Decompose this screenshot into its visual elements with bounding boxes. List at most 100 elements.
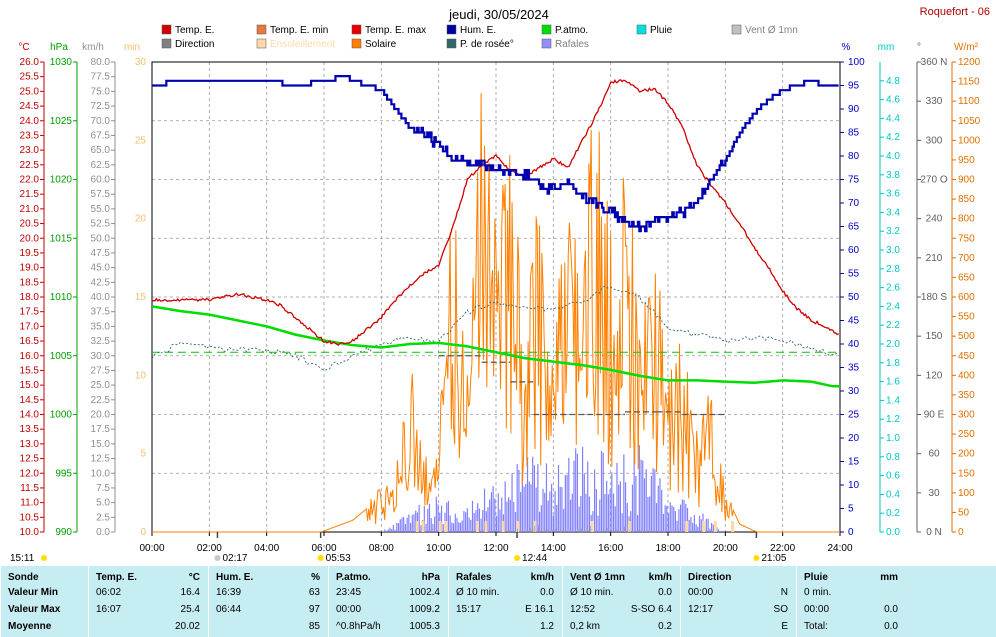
solar-tick-label: 1000 [958,135,981,146]
temp-tick-label: 22.0 [20,175,40,186]
legend-label: Rafales [555,39,589,50]
sunshine-bar [415,521,419,532]
sunshine-bar [627,521,631,532]
temp-tick-label: 16.5 [20,336,40,347]
solar-tick-label: 1050 [958,116,981,127]
solar-tick-label: 100 [958,488,975,499]
legend-label: Ensoleillement [270,39,335,50]
rain-tick-label: 3.2 [886,226,900,237]
summary-cell: 12:52 [570,604,596,615]
press-tick-label: 1020 [50,175,73,186]
summary-column: P.atmo. hPa 23:45 1002.4 00:00 1009.2 ^0.8hPa/… [328,566,448,637]
x-tick-label: 24:00 [827,543,852,554]
hum-tick-label: 35 [848,363,860,374]
wind-tick-label: 65.0 [91,145,111,156]
solar-tick-label: 900 [958,175,975,186]
summary-cell: 85 [308,621,320,632]
press-tick-label: 1010 [50,292,73,303]
sun-tick-label: 30 [135,57,147,68]
temp-tick-label: 24.5 [20,101,40,112]
temp-tick-label: 24.0 [20,116,40,127]
wind-tick-label: 55.0 [91,204,111,215]
rain-tick-label: 0.0 [886,527,900,538]
event-time-sunrise: 05:53 [326,553,351,564]
summary-cell: 0.0 [884,604,898,615]
temp-tick-label: 20.5 [20,219,40,230]
event-time-sunset: 21:05 [761,553,786,564]
press-tick-label: 1030 [50,57,73,68]
dir-tick-label: 120 [926,370,943,381]
rain-tick-label: 1.6 [886,377,900,388]
x-tick-label: 14:00 [541,543,566,554]
temp-unit: °C [18,42,29,53]
hum-tick-label: 40 [848,339,860,350]
sunshine-bar [501,521,505,532]
dir-tick-label: 150 [926,331,943,342]
dir-tick-label: 60 [928,449,940,460]
sunshine-bar [713,521,717,532]
solar-tick-label: 250 [958,429,975,440]
rain-tick-label: 2.8 [886,264,900,275]
press-tick-label: 995 [55,468,72,479]
start-time: 15:11 [10,553,35,564]
summary-cell: Ø 10 min. [456,587,500,598]
chart-title: jeudi, 30/05/2024 [448,7,549,22]
summary-column: Temp. E. °C 06:02 16.4 16:07 25.4 20.02 [88,566,208,637]
summary-cell: 06:44 [216,604,242,615]
event-time-moonrise: 02:17 [222,553,247,564]
summary-column: Vent Ø 1mn km/h Ø 10 min. 0.0 12:52 S-SO 6.4 0… [562,566,680,637]
sun-icon [514,555,521,561]
temp-tick-label: 23.0 [20,145,40,156]
temp-tick-label: 14.5 [20,395,40,406]
temp-tick-label: 26.0 [20,57,40,68]
wind-tick-label: 27.5 [91,365,111,376]
temp-tick-label: 13.5 [20,424,40,435]
x-tick-label: 22:00 [770,543,795,554]
summary-column: Rafales km/h Ø 10 min. 0.0 15:17 E 16.1 1.2 [448,566,562,637]
legend-label: P. de rosée° [460,39,514,50]
summary-column: Direction 00:00 N 12:17 SO E [680,566,796,637]
dir-tick-label: 30 [928,488,940,499]
temp-tick-label: 12.0 [20,468,40,479]
legend-label: Temp. E. [175,25,214,36]
legend-swatch [636,24,647,35]
rain-tick-label: 4.4 [886,113,900,124]
wind-tick-label: 30.0 [91,351,111,362]
sun-tick-label: 5 [140,449,146,460]
rain-tick-label: 4.8 [886,76,900,87]
summary-cell: 12:17 [688,604,714,615]
dir-tick-label: 90 E [924,410,945,421]
temp-tick-label: 15.0 [20,380,40,391]
summary-cell: hPa [421,572,440,583]
sunshine-bar [475,521,479,532]
wind-tick-label: 5.0 [96,498,110,509]
wind-tick-label: 25.0 [91,380,111,391]
solar-tick-label: 650 [958,272,975,283]
dir-tick-label: 0 N [926,527,942,538]
temp-tick-label: 25.0 [20,86,40,97]
temp-tick-label: 10.0 [20,527,40,538]
summary-cell: 15:17 [456,604,482,615]
wind-tick-label: 62.5 [91,160,111,171]
solar-tick-label: 0 [958,527,964,538]
sunshine-bar [421,521,425,532]
summary-cell: Ø 10 min. [570,587,614,598]
hum-tick-label: 90 [848,104,860,115]
rain-tick-label: 2.2 [886,320,900,331]
summary-cell: 06:02 [96,587,122,598]
hum-tick-label: 45 [848,316,860,327]
hum-tick-label: 65 [848,222,860,233]
solar-tick-label: 150 [958,468,975,479]
rain-tick-label: 3.4 [886,207,900,218]
sun-tick-label: 10 [135,370,147,381]
legend-swatch [731,24,742,35]
temp-tick-label: 19.5 [20,248,40,259]
rain-tick-label: 2.0 [886,339,900,350]
wind-tick-label: 57.5 [91,189,111,200]
rain-unit: mm [878,42,895,53]
dewpoint-line [151,285,838,371]
solar-tick-label: 700 [958,253,975,264]
dir-tick-label: 210 [926,253,943,264]
summary-cell: N [780,587,788,598]
solar-tick-label: 600 [958,292,975,303]
